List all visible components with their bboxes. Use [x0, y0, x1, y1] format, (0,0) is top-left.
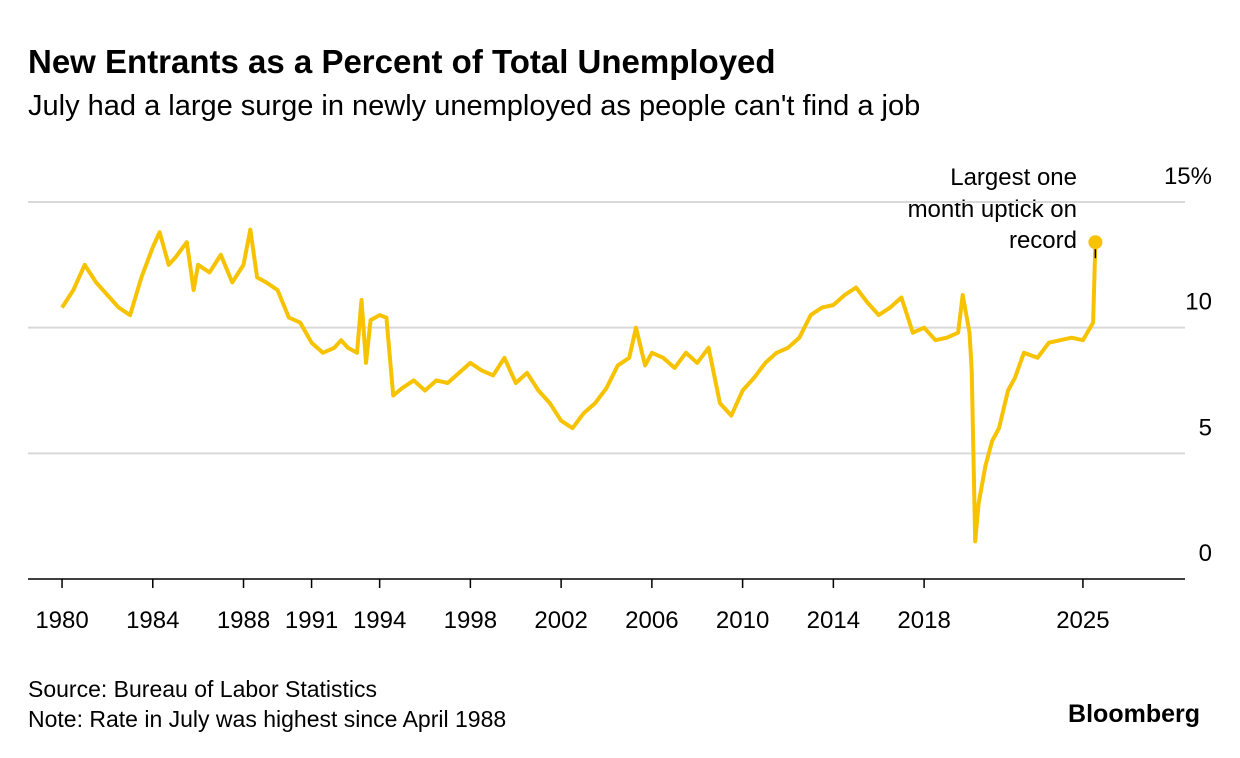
note: Note: Rate in July was highest since Apr…: [28, 706, 506, 732]
x-tick-label: 1994: [353, 607, 406, 634]
chart-subtitle: July had a large surge in newly unemploy…: [28, 90, 920, 122]
brand: Bloomberg: [1068, 700, 1200, 728]
x-tick-label: 1998: [444, 607, 497, 634]
x-tick-label: 2018: [897, 607, 950, 634]
annotation: record: [1009, 227, 1077, 254]
annotation: month uptick on: [908, 196, 1077, 223]
y-tick-label: 5: [1199, 414, 1212, 441]
line-series: [60, 227, 1098, 544]
x-tick-label: 1991: [285, 607, 338, 634]
source: Source: Bureau of Labor Statistics: [28, 676, 377, 702]
x-tick-label: 1980: [35, 607, 88, 634]
x-tick-label: 2002: [534, 607, 587, 634]
x-tick-label: 1988: [217, 607, 270, 634]
highlight-point: [1088, 235, 1103, 250]
x-tick-label: 2006: [625, 607, 678, 634]
annotation: Largest one: [950, 164, 1077, 191]
x-tick-label: 2014: [807, 607, 860, 634]
x-tick-label: 1984: [126, 607, 179, 634]
y-tick-label: 10: [1185, 289, 1212, 316]
x-tick-label: 2025: [1056, 607, 1109, 634]
chart-title: New Entrants as a Percent of Total Unemp…: [28, 43, 776, 80]
y-tick-label: 0: [1199, 540, 1212, 567]
y-tick-label: 15%: [1164, 163, 1212, 190]
x-tick-label: 2010: [716, 607, 769, 634]
